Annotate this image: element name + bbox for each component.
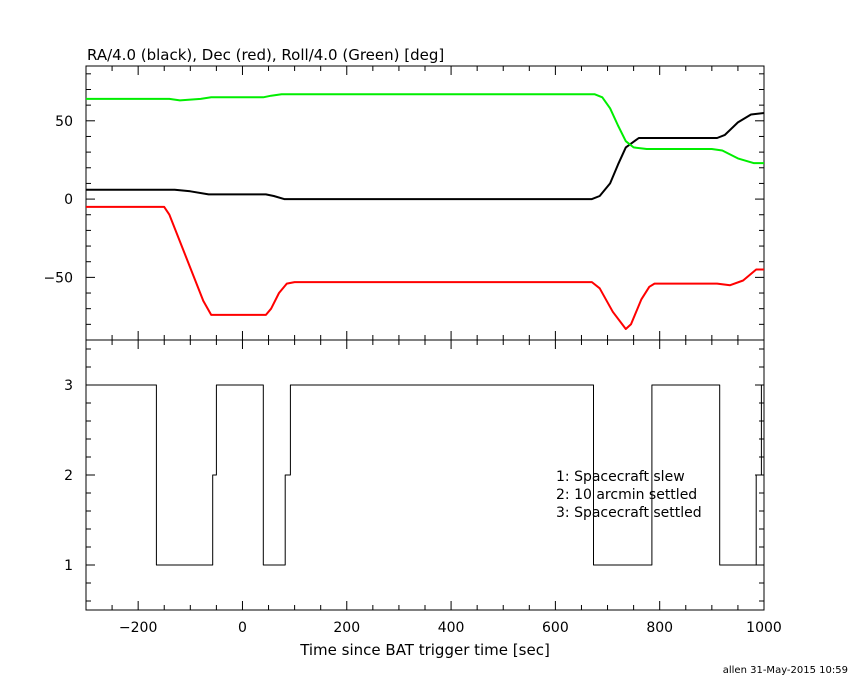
x-tick-label: 0 — [238, 620, 247, 636]
y-tick-label: 3 — [64, 378, 73, 394]
x-tick-label: 600 — [542, 620, 569, 636]
y-tick-label: 1 — [64, 558, 73, 574]
y-tick-label: −50 — [43, 270, 73, 286]
y-tick-label: 2 — [64, 468, 73, 484]
y-tick-label: 50 — [55, 114, 73, 130]
series-line-1 — [86, 112, 765, 201]
series-line-2 — [86, 205, 764, 330]
top-panel: −50 0 50 — [43, 65, 765, 341]
y-tick-label: 0 — [64, 192, 73, 208]
x-tick-label: 200 — [333, 620, 360, 636]
x-tick-label: −200 — [119, 620, 157, 636]
bottom-panel: 1 2 3 −200 0 200 400 600 800 1000 — [64, 339, 782, 636]
plot-frame — [85, 65, 765, 341]
series-line-3 — [86, 93, 764, 165]
legend-label-slew: 1: Spacecraft slew — [556, 469, 685, 485]
x-tick-label: 800 — [646, 620, 673, 636]
x-axis-label: Time since BAT trigger time [sec] — [299, 641, 550, 659]
x-tick-label: 1000 — [746, 620, 782, 636]
x-tick-label: 400 — [438, 620, 465, 636]
legend-label-10arcmin: 2: 10 arcmin settled — [556, 487, 697, 503]
top-panel-title: RA/4.0 (black), Dec (red), Roll/4.0 (Gre… — [87, 46, 444, 64]
series-line-1 — [86, 384, 764, 566]
footer-stamp: allen 31-May-2015 10:59 — [723, 665, 848, 676]
legend-label-settled: 3: Spacecraft settled — [556, 505, 702, 521]
